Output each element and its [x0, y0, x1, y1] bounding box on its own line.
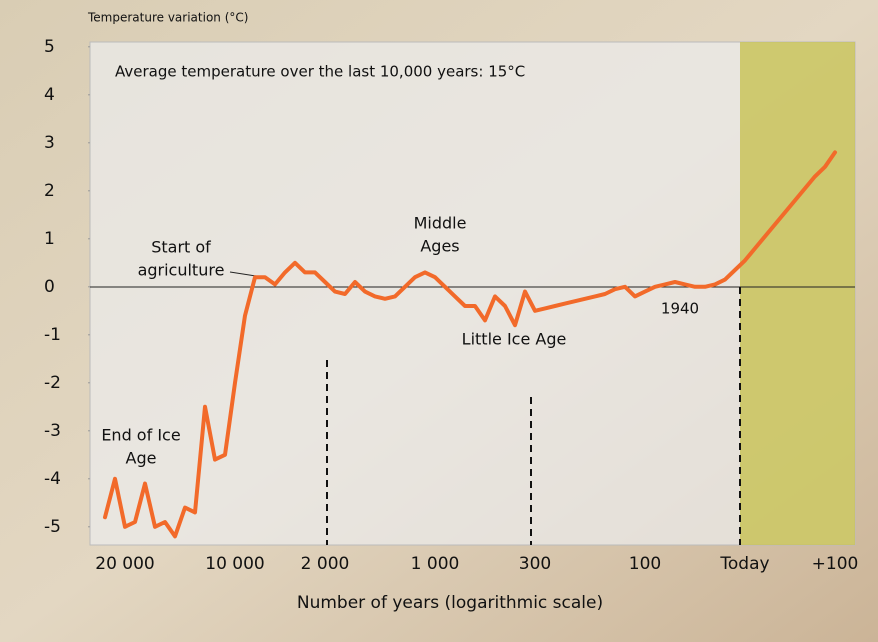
x-tick-label: 20 000	[95, 554, 154, 574]
chart: Temperature variation (°C) Number of yea…	[0, 0, 878, 642]
x-tick-label: 1 000	[411, 554, 460, 574]
y-tick-label: 4	[44, 85, 55, 105]
chart-title: Temperature variation (°C)	[87, 11, 248, 25]
x-tick-label: 300	[519, 554, 551, 574]
annotation: agriculture	[138, 261, 225, 280]
x-axis-label: Number of years (logarithmic scale)	[297, 593, 603, 613]
page: {"chart_data": {"type": "line", "title":…	[0, 0, 878, 642]
x-tick-label: 10 000	[205, 554, 264, 574]
annotation: Start of	[151, 238, 211, 257]
y-tick-label: -2	[44, 373, 61, 393]
y-tick-label: 0	[44, 277, 55, 297]
x-tick-label: 2 000	[301, 554, 350, 574]
y-tick-label: 3	[44, 133, 55, 153]
annotation: Middle	[414, 214, 467, 233]
annotation: Average temperature over the last 10,000…	[115, 63, 525, 81]
y-tick-label: 5	[44, 37, 55, 57]
annotation: Age	[126, 449, 157, 468]
annotation: Ages	[420, 237, 459, 256]
y-tick-label: 1	[44, 229, 55, 249]
y-tick-label: -5	[44, 517, 61, 537]
y-tick-label: -3	[44, 421, 61, 441]
y-tick-label: -4	[44, 469, 61, 489]
x-tick-label: 100	[629, 554, 661, 574]
y-tick-label: -1	[44, 325, 61, 345]
x-tick-label: +100	[812, 554, 859, 574]
annotation: 1940	[661, 300, 699, 318]
annotation: Little Ice Age	[462, 330, 567, 349]
y-tick-label: 2	[44, 181, 55, 201]
x-tick-label: Today	[719, 554, 769, 574]
annotation: End of Ice	[101, 426, 180, 445]
future-zone	[740, 42, 855, 545]
